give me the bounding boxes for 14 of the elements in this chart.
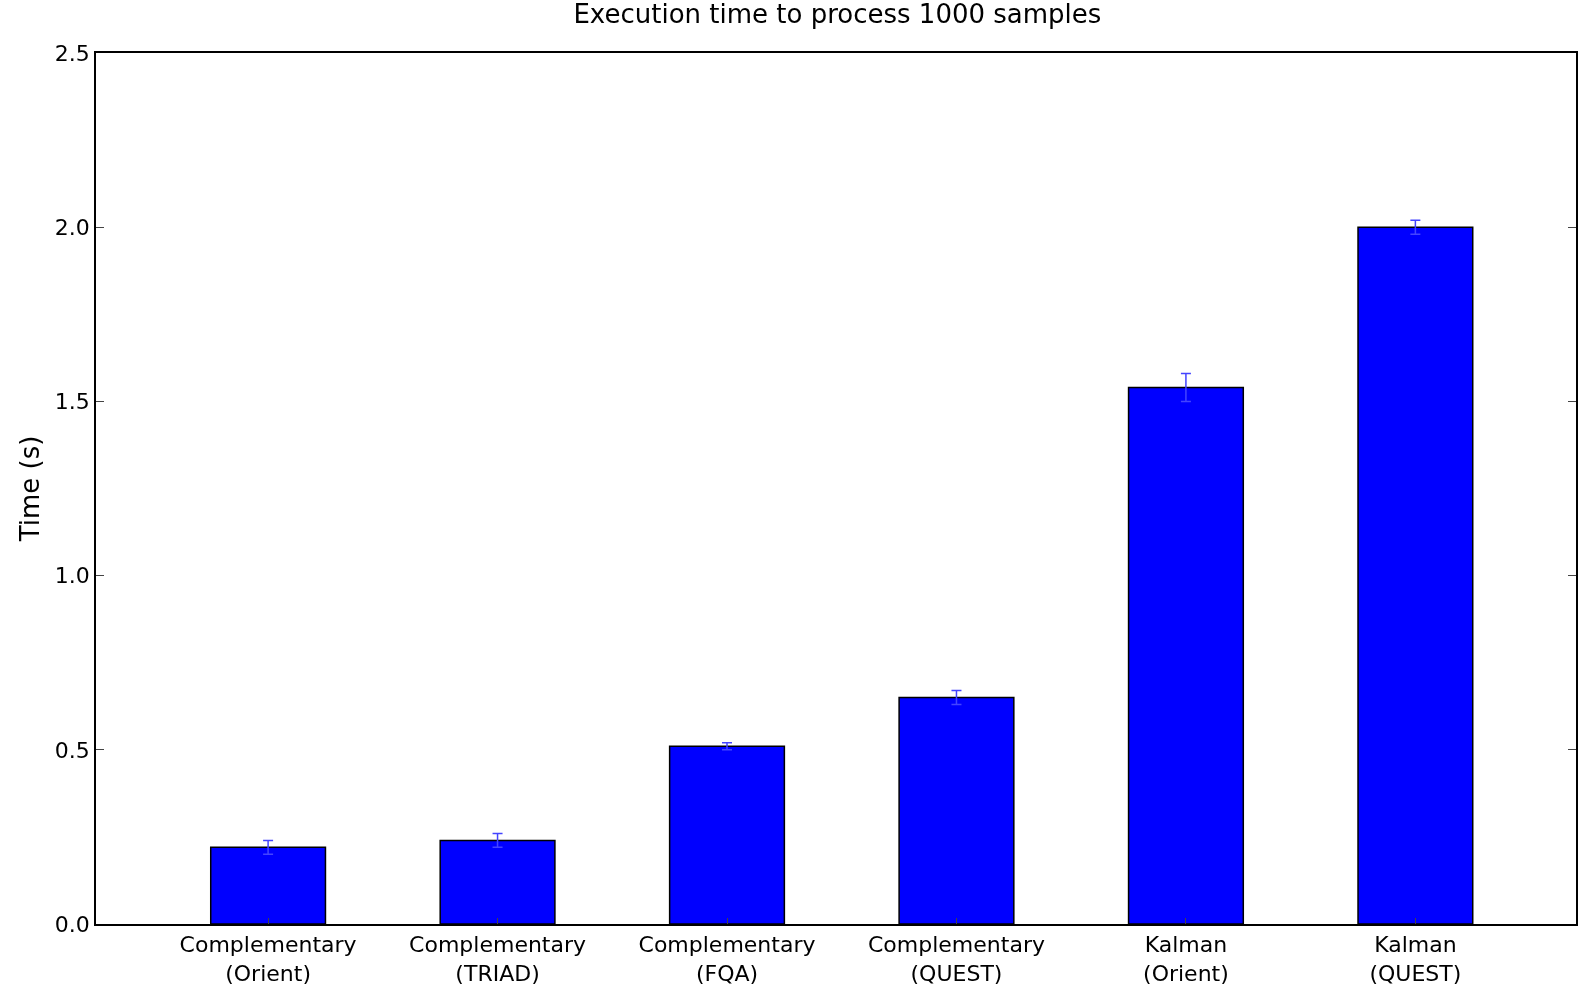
y-tick-label: 0.0 <box>54 911 90 937</box>
x-tick-label: Kalman (QUEST) <box>1369 932 1462 986</box>
y-axis-title: Time (s) <box>14 435 45 543</box>
x-tick-label: Complementary (TRIAD) <box>409 932 587 986</box>
y-tick-label: 1.0 <box>54 563 90 589</box>
y-tick-label: 2.0 <box>54 214 90 240</box>
y-tick-label: 0.5 <box>54 737 90 763</box>
x-tick-label: Complementary (Orient) <box>179 932 357 986</box>
x-tick-label: Kalman (Orient) <box>1143 932 1229 986</box>
x-tick-label: Complementary (FQA) <box>638 932 816 986</box>
y-tick-label: 2.5 <box>54 40 90 66</box>
x-tick-label: Complementary (QUEST) <box>867 932 1045 986</box>
y-tick-label: 1.5 <box>54 389 90 415</box>
chart-title: Execution time to process 1000 samples <box>573 0 1102 30</box>
